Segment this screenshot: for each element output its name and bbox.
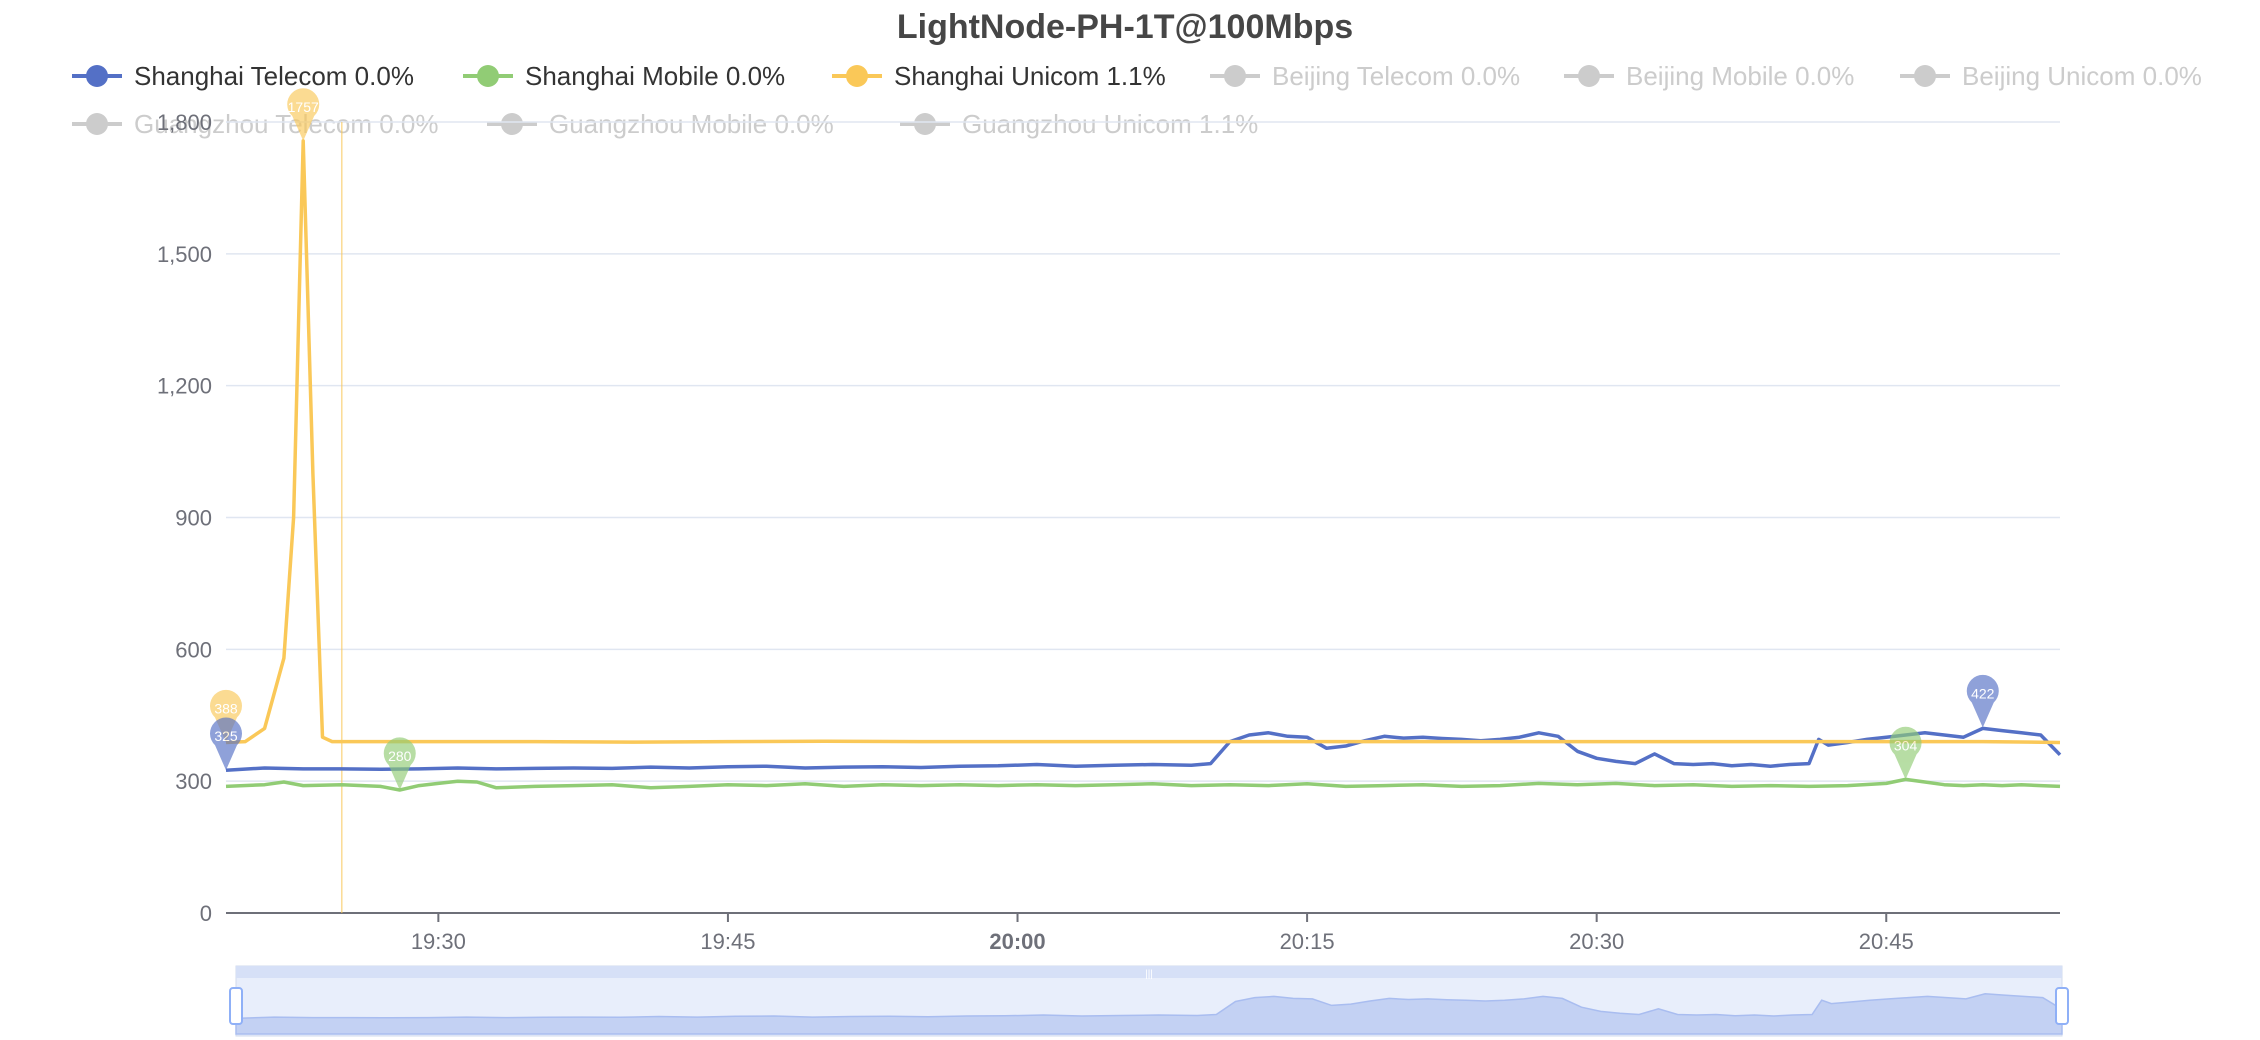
legend-label: Beijing Unicom 0.0% bbox=[1962, 61, 2202, 91]
x-tick-label: 20:30 bbox=[1569, 929, 1624, 954]
marker-pin: 325 bbox=[210, 717, 242, 771]
y-tick-label: 600 bbox=[175, 637, 212, 662]
legend-label: Shanghai Telecom 0.0% bbox=[134, 61, 414, 91]
marker-pin-shape bbox=[210, 717, 242, 771]
marker-label: 422 bbox=[1971, 686, 1995, 702]
y-tick-label: 1,800 bbox=[157, 110, 212, 135]
marker-pin-shape bbox=[287, 88, 320, 141]
legend-label: Beijing Telecom 0.0% bbox=[1272, 61, 1520, 91]
x-axis: 19:30 19:45 20:00 20:15 20:30 20:45 bbox=[226, 122, 2060, 954]
legend-label: Beijing Mobile 0.0% bbox=[1626, 61, 1854, 91]
y-tick-label: 0 bbox=[200, 901, 212, 926]
legend-dot-icon bbox=[501, 113, 523, 135]
marker-label: 325 bbox=[214, 728, 238, 744]
x-tick-label: 19:30 bbox=[411, 929, 466, 954]
series-line bbox=[225, 777, 2061, 792]
legend-item[interactable]: Guangzhou Telecom 0.0% bbox=[72, 109, 439, 139]
marker-pin: 304 bbox=[1889, 726, 1922, 780]
marker-pin: 422 bbox=[1966, 674, 1999, 728]
legend-label: Shanghai Unicom 1.1% bbox=[894, 61, 1166, 91]
legend-item[interactable]: Beijing Mobile 0.0% bbox=[1564, 61, 1854, 91]
legend-dot-icon bbox=[846, 65, 868, 87]
legend-label: Guangzhou Telecom 0.0% bbox=[134, 109, 439, 139]
legend-item[interactable]: Guangzhou Unicom 1.1% bbox=[900, 109, 1258, 139]
legend-item[interactable]: Shanghai Telecom 0.0% bbox=[72, 61, 414, 91]
legend-label: Guangzhou Unicom 1.1% bbox=[962, 109, 1258, 139]
legend-label: Guangzhou Mobile 0.0% bbox=[549, 109, 834, 139]
legend-dot-icon bbox=[477, 65, 499, 87]
marker-pin-shape bbox=[1966, 674, 1999, 728]
zoom-move-bar[interactable] bbox=[236, 966, 2062, 978]
legend-label: Shanghai Mobile 0.0% bbox=[525, 61, 785, 91]
zoom-preview-area bbox=[235, 993, 2063, 1035]
y-tick-label: 1,200 bbox=[157, 374, 212, 399]
legend-item[interactable]: Shanghai Mobile 0.0% bbox=[463, 61, 785, 91]
legend-dot-icon bbox=[1578, 65, 1600, 87]
series-line bbox=[225, 139, 2061, 745]
y-axis: 0 300 600 900 1,200 1,500 1,800 bbox=[157, 110, 212, 926]
zoom-handle-left[interactable] bbox=[229, 987, 243, 1025]
x-tick-label: 20:00 bbox=[989, 929, 1045, 954]
grid bbox=[226, 121, 2060, 782]
x-tick-label: 20:45 bbox=[1859, 929, 1914, 954]
zoom-grip-icon[interactable]: ||| bbox=[1145, 969, 1153, 980]
legend-dot-icon bbox=[1224, 65, 1246, 87]
legend-dot-icon bbox=[914, 113, 936, 135]
marker-pin-shape bbox=[1889, 726, 1922, 780]
marker-label: 304 bbox=[1894, 737, 1918, 753]
legend-item[interactable]: Beijing Telecom 0.0% bbox=[1210, 61, 1520, 91]
data-zoom-slider[interactable]: ||| bbox=[229, 965, 2069, 1037]
marker-label: 1757 bbox=[288, 99, 319, 115]
x-tick-label: 19:45 bbox=[700, 929, 755, 954]
legend-item[interactable]: Guangzhou Mobile 0.0% bbox=[487, 109, 834, 139]
legend-dot-icon bbox=[86, 113, 108, 135]
x-tick-label: 20:15 bbox=[1280, 929, 1335, 954]
marker-label: 388 bbox=[214, 700, 238, 716]
legend-item[interactable]: Shanghai Unicom 1.1% bbox=[832, 61, 1166, 91]
chart-title: LightNode-PH-1T@100Mbps bbox=[897, 8, 1353, 46]
marker-pin-shape bbox=[210, 689, 242, 743]
y-tick-label: 900 bbox=[175, 506, 212, 531]
y-tick-label: 300 bbox=[175, 769, 212, 794]
legend-item[interactable]: Beijing Unicom 0.0% bbox=[1900, 61, 2202, 91]
legend-dot-icon bbox=[1914, 65, 1936, 87]
y-tick-label: 1,500 bbox=[157, 242, 212, 267]
marker-pin: 280 bbox=[383, 737, 416, 790]
marker-pin: 1757 bbox=[287, 88, 320, 141]
marker-label: 280 bbox=[388, 748, 412, 764]
legend: Shanghai Telecom 0.0% Shanghai Mobile 0.0… bbox=[72, 61, 2202, 139]
data-markers: 1757 388 325 280 304 422 bbox=[210, 88, 1999, 790]
series-line bbox=[225, 726, 2062, 772]
marker-pin-shape bbox=[383, 737, 416, 790]
zoom-handle-right[interactable] bbox=[2055, 987, 2069, 1025]
legend-dot-icon bbox=[86, 65, 108, 87]
series-lines bbox=[225, 139, 2062, 792]
marker-pin: 388 bbox=[210, 689, 242, 743]
